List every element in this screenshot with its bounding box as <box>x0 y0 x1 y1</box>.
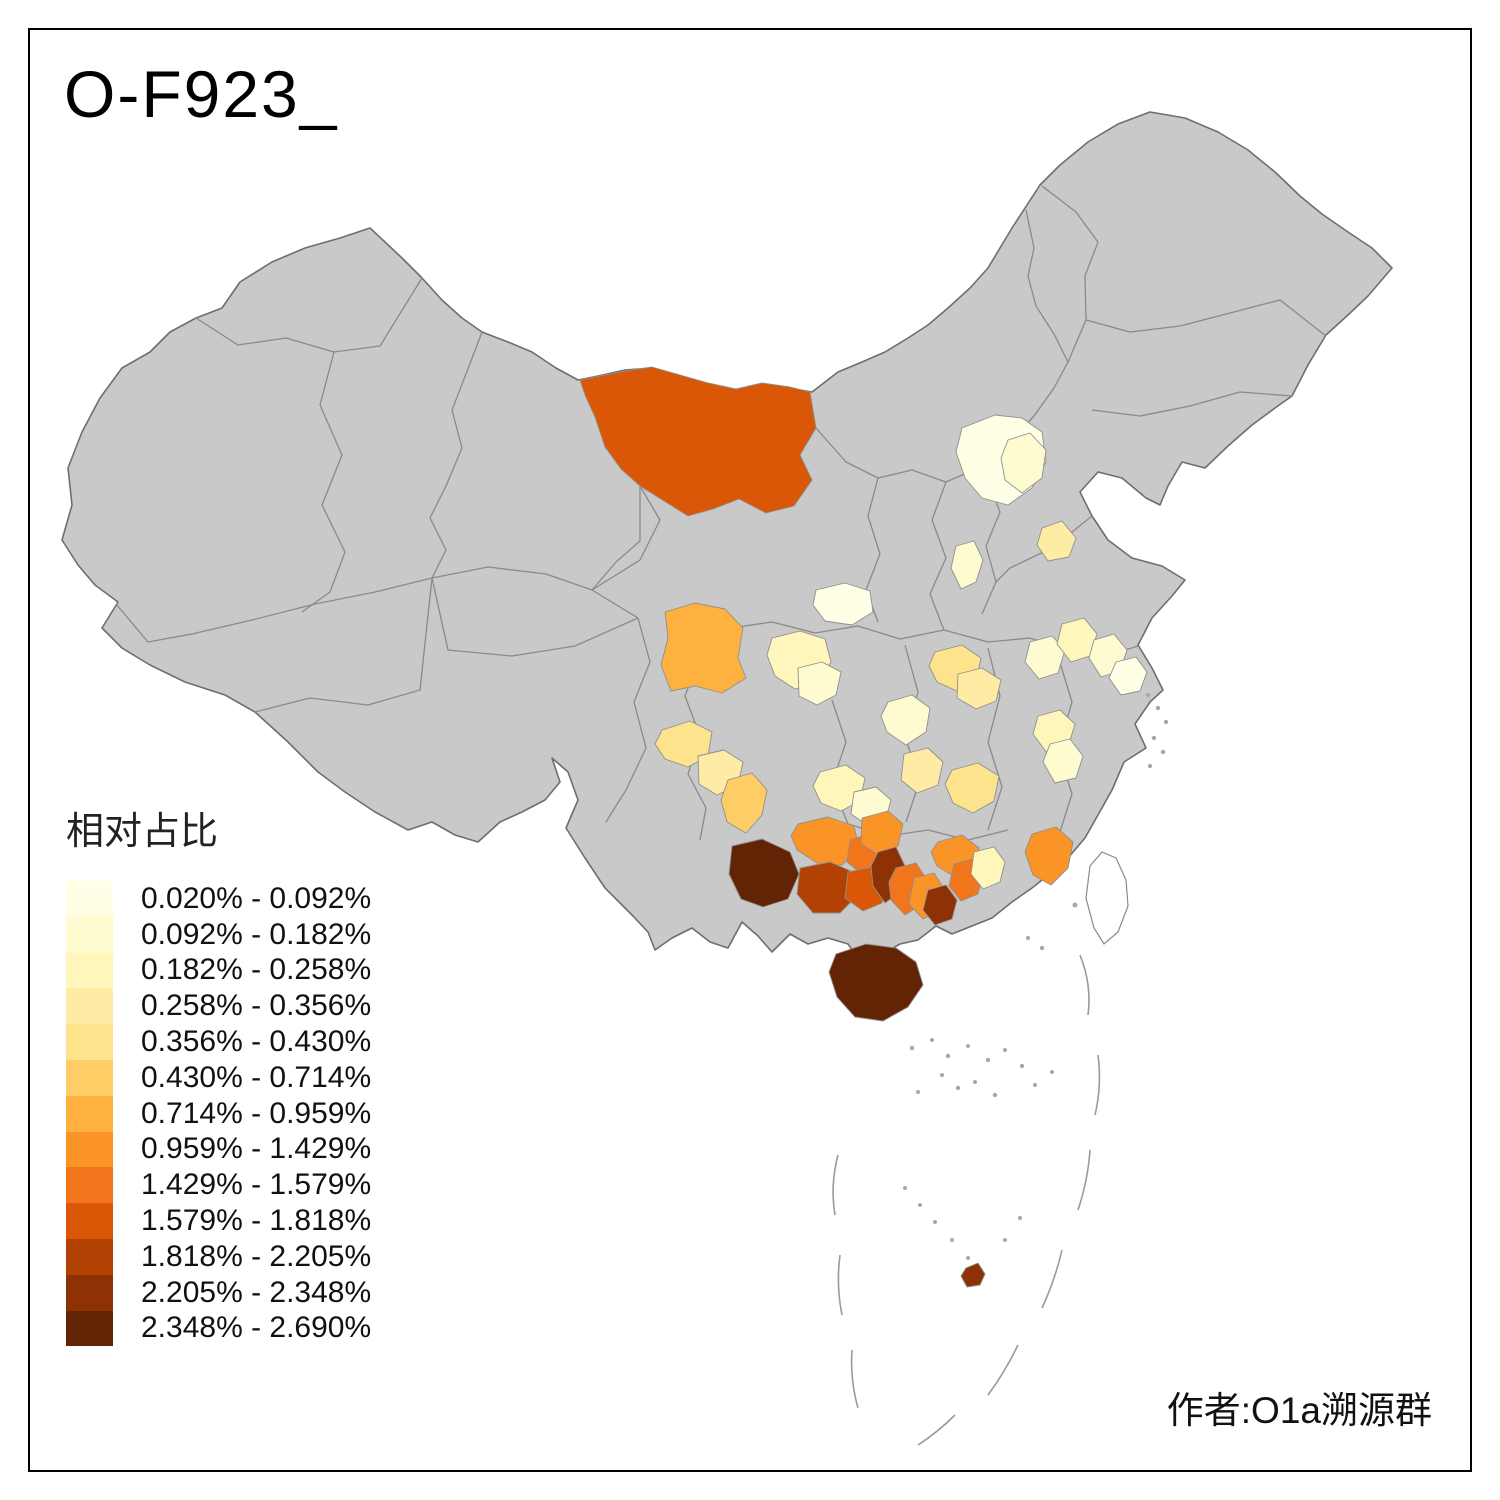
region <box>812 582 874 626</box>
region <box>922 884 958 926</box>
region <box>956 667 1002 710</box>
legend-items: 0.020% - 0.092% 0.092% - 0.182% 0.182% - 0… <box>66 881 372 1347</box>
region <box>790 816 860 866</box>
legend-swatch <box>66 988 113 1025</box>
legend-label: 1.818% - 2.205% <box>141 1239 372 1273</box>
legend-item: 1.579% - 1.818% <box>66 1203 371 1239</box>
legend-label: 2.205% - 2.348% <box>141 1275 372 1309</box>
legend-label: 0.430% - 0.714% <box>141 1060 372 1094</box>
legend-label: 0.959% - 1.429% <box>141 1132 372 1166</box>
region <box>1036 520 1077 562</box>
colored-regions <box>579 366 1148 1288</box>
legend: 相对占比 0.020% - 0.092% 0.092% - 0.182% 0.182… <box>66 800 372 1347</box>
region <box>579 366 817 517</box>
region <box>950 540 984 590</box>
region <box>728 838 800 908</box>
legend-swatch <box>66 1310 113 1347</box>
legend-swatch <box>66 881 113 917</box>
legend-item: 0.182% - 0.258% <box>66 952 372 989</box>
legend-item: 0.020% - 0.092% <box>66 881 371 917</box>
legend-swatch <box>66 1274 113 1311</box>
legend-swatch <box>66 952 113 989</box>
legend-item: 0.258% - 0.356% <box>66 988 372 1025</box>
region <box>970 846 1006 890</box>
region-hainan <box>828 943 924 1022</box>
legend-label: 0.092% - 0.182% <box>141 917 372 951</box>
region <box>797 661 842 706</box>
legend-label: 0.258% - 0.356% <box>141 989 372 1023</box>
legend-title: 相对占比 <box>66 811 219 853</box>
legend-label: 0.714% - 0.959% <box>141 1096 372 1130</box>
legend-item: 1.818% - 2.205% <box>66 1238 372 1275</box>
region <box>1000 432 1047 494</box>
legend-item: 2.205% - 2.348% <box>66 1274 372 1311</box>
legend-swatch <box>66 1131 113 1168</box>
sea-islands <box>903 692 1169 1260</box>
legend-swatch <box>66 1059 113 1096</box>
region <box>1024 635 1066 680</box>
legend-item: 0.959% - 1.429% <box>66 1131 372 1168</box>
region <box>944 762 1000 814</box>
taiwan-outline <box>1085 851 1129 945</box>
legend-label: 0.182% - 0.258% <box>141 953 372 987</box>
province-borders <box>115 185 1327 841</box>
region-south-sea-island <box>960 1262 986 1288</box>
attribution: 作者:O1a溯源群 <box>1166 1390 1432 1431</box>
region <box>660 602 747 694</box>
region <box>1108 656 1148 696</box>
region <box>720 772 768 834</box>
region <box>796 861 858 914</box>
legend-swatch <box>66 1095 113 1132</box>
legend-swatch <box>66 1203 113 1239</box>
legend-swatch <box>66 1024 113 1060</box>
legend-label: 1.579% - 1.818% <box>141 1204 372 1238</box>
legend-label: 2.348% - 2.690% <box>141 1311 372 1345</box>
legend-item: 2.348% - 2.690% <box>66 1310 372 1347</box>
legend-item: 0.356% - 0.430% <box>66 1024 371 1060</box>
legend-item: 1.429% - 1.579% <box>66 1167 372 1204</box>
region <box>900 747 944 794</box>
legend-swatch <box>66 916 113 953</box>
region <box>1024 826 1074 886</box>
legend-swatch <box>66 1238 113 1275</box>
legend-swatch <box>66 1167 113 1204</box>
legend-item: 0.092% - 0.182% <box>66 916 372 953</box>
figure-title: O-F923_ <box>64 57 339 131</box>
legend-item: 0.714% - 0.959% <box>66 1095 372 1132</box>
region <box>812 764 866 812</box>
legend-label: 0.356% - 0.430% <box>141 1025 372 1059</box>
region <box>880 694 931 746</box>
region <box>1042 738 1084 784</box>
legend-label: 0.020% - 0.092% <box>141 881 372 915</box>
figure-frame <box>28 28 1472 1472</box>
sea-boundary-dashes <box>832 954 1101 1446</box>
legend-label: 1.429% - 1.579% <box>141 1168 372 1202</box>
region <box>860 810 904 856</box>
legend-item: 0.430% - 0.714% <box>66 1059 372 1096</box>
